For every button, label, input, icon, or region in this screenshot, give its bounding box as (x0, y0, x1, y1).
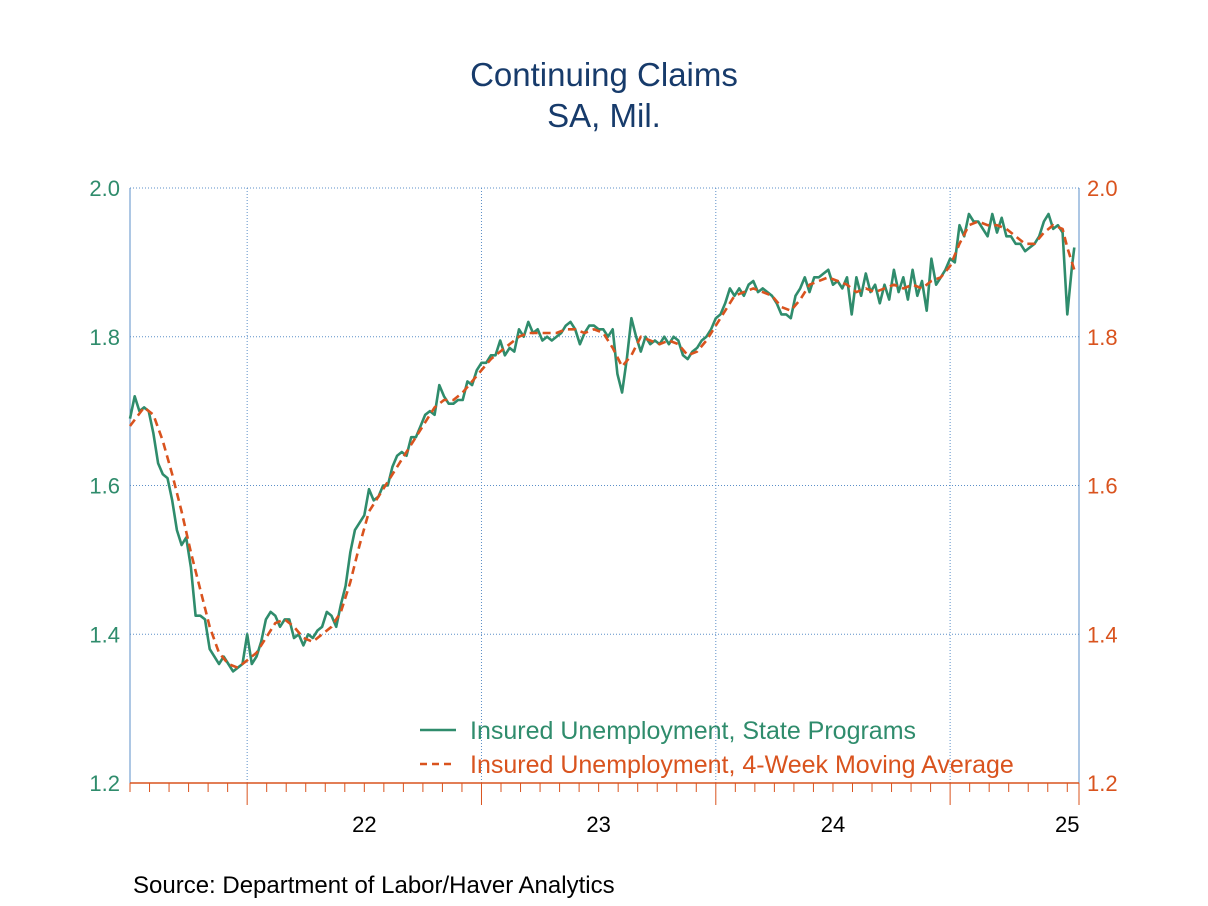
y-left-tick-label: 1.8 (89, 325, 120, 350)
series-lines (128, 212, 1076, 673)
chart-subtitle: SA, Mil. (547, 97, 661, 134)
series-line-moving-average (128, 220, 1076, 669)
y-right-tick-label: 1.2 (1087, 771, 1118, 796)
y-right-tick-label: 1.8 (1087, 325, 1118, 350)
y-right-tick-label: 1.6 (1087, 474, 1118, 499)
grid-lines (130, 187, 1079, 783)
y-right-tick-label: 1.4 (1087, 622, 1118, 647)
x-tick-label: 24 (821, 812, 845, 837)
x-tick-label: 23 (586, 812, 610, 837)
tick-labels: 1.2 1.4 1.6 1.8 2.0 1.2 1.4 1.6 1.8 2.0 22 23 24 25 (89, 176, 1117, 837)
legend: Insured Unemployment, State Programs Ins… (420, 717, 1014, 779)
x-tick-label: 25 (1055, 812, 1079, 837)
y-left-tick-label: 1.6 (89, 474, 120, 499)
y-left-tick-label: 2.0 (89, 176, 120, 201)
x-tick-label: 22 (352, 812, 376, 837)
axes (129, 188, 1080, 805)
legend-label-moving-average: Insured Unemployment, 4-Week Moving Aver… (470, 751, 1014, 779)
y-left-tick-label: 1.4 (89, 622, 120, 647)
legend-label-state-programs: Insured Unemployment, State Programs (470, 717, 916, 745)
source-note: Source: Department of Labor/Haver Analyt… (133, 872, 615, 899)
series-line-state-programs (128, 212, 1076, 673)
chart-title: Continuing Claims (470, 56, 738, 93)
y-right-tick-label: 2.0 (1087, 176, 1118, 201)
y-left-tick-label: 1.2 (89, 771, 120, 796)
